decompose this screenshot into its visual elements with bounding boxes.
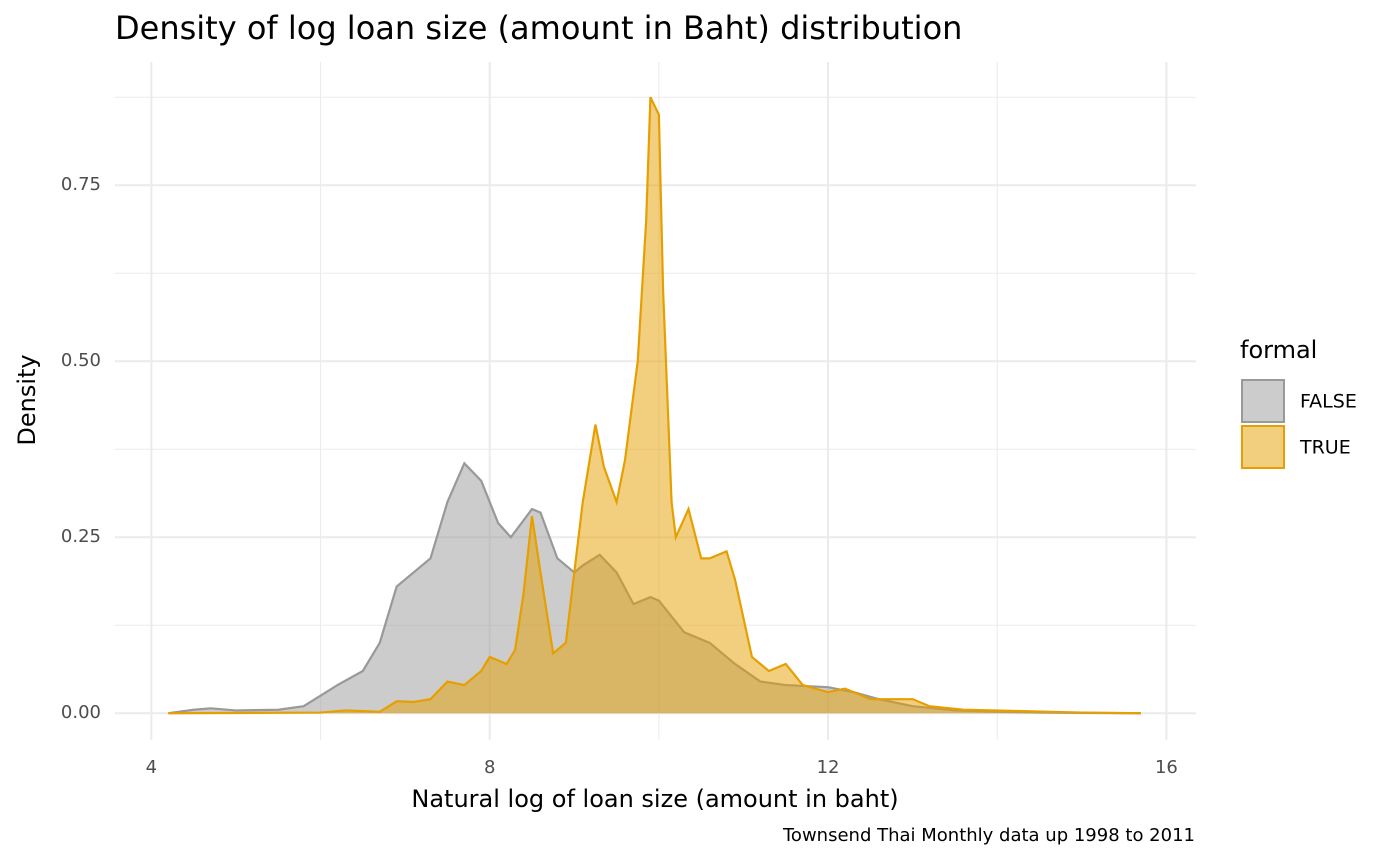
chart-title: Density of log loan size (amount in Baht… <box>115 9 962 47</box>
x-tick-label: 12 <box>817 757 840 778</box>
x-tick-label: 16 <box>1155 757 1178 778</box>
density-area <box>168 97 1142 714</box>
y-tick-label: 0.50 <box>61 350 101 371</box>
caption: Townsend Thai Monthly data up 1998 to 20… <box>782 825 1195 846</box>
legend-swatch <box>1241 425 1285 469</box>
x-tick-label: 4 <box>146 757 157 778</box>
y-tick-label: 0.00 <box>61 702 101 723</box>
legend-label: TRUE <box>1299 437 1351 459</box>
density-line <box>168 96 1142 715</box>
x-axis-label: Natural log of loan size (amount in baht… <box>411 785 898 813</box>
y-axis-label: Density <box>13 354 41 445</box>
y-tick-label: 0.25 <box>61 526 101 547</box>
legend-title: formal <box>1240 336 1317 364</box>
legend-swatch <box>1241 379 1285 423</box>
density-area <box>168 463 1142 714</box>
y-tick-label: 0.75 <box>61 174 101 195</box>
x-tick-label: 8 <box>484 757 495 778</box>
legend-label: FALSE <box>1300 391 1357 413</box>
